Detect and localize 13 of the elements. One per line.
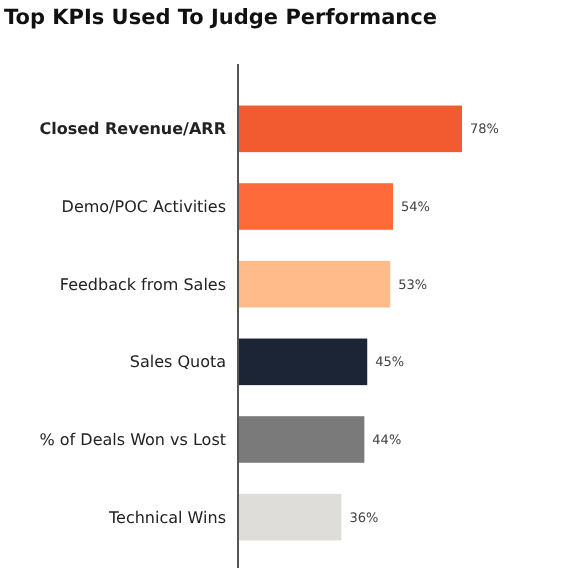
chart-title: Top KPIs Used To Judge Performance: [4, 6, 437, 30]
y-tick-label: Demo/POC Activities: [61, 198, 226, 217]
bar: [238, 416, 365, 463]
bar: [238, 260, 391, 308]
y-tick-label: Closed Revenue/ARR: [39, 120, 226, 139]
bar: [238, 338, 368, 386]
y-tick-label: Feedback from Sales: [59, 275, 226, 294]
bar: [238, 105, 462, 153]
bar: [238, 183, 394, 230]
y-tick-label: Technical Wins: [107, 508, 226, 527]
bar: [238, 493, 342, 541]
y-tick-label: % of Deals Won vs Lost: [39, 431, 226, 450]
y-tick-label: Sales Quota: [129, 353, 227, 372]
